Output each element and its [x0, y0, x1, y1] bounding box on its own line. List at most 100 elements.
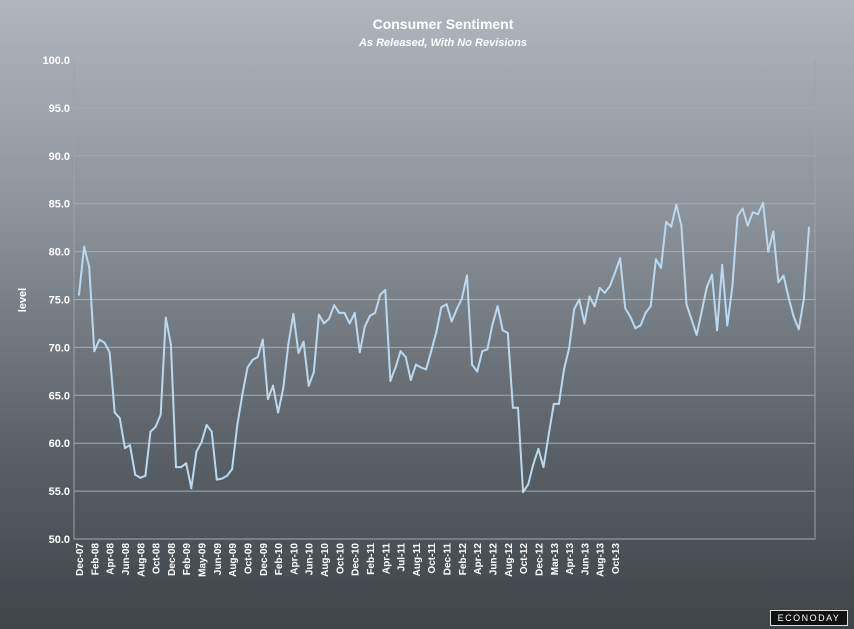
chart-title: Consumer Sentiment [373, 16, 514, 32]
data-point [578, 298, 581, 301]
data-point [542, 466, 545, 469]
data-point [573, 308, 576, 311]
data-point [302, 340, 305, 343]
data-point [711, 273, 713, 276]
data-point [506, 332, 509, 334]
data-point [164, 316, 167, 319]
data-point [563, 368, 565, 371]
data-point [670, 225, 673, 228]
data-point [782, 274, 785, 277]
data-point [323, 322, 325, 325]
data-point [144, 474, 147, 477]
data-point [328, 317, 331, 320]
x-tick-label: Feb-11 [366, 543, 377, 575]
y-axis: 50.0 55.0 60.0 65.0 70.0 75.0 80.0 85.0 90.0 95.0… [42, 55, 70, 546]
data-point [261, 338, 264, 341]
data-point [792, 315, 795, 318]
data-point [175, 466, 177, 469]
data-point [118, 417, 121, 420]
data-point [236, 424, 239, 426]
x-tick-label: Apr-08 [106, 543, 117, 575]
data-point [272, 384, 274, 387]
data-point [787, 296, 790, 299]
data-point [751, 211, 754, 214]
data-point [757, 213, 759, 216]
x-tick-label: Jun-13 [580, 543, 591, 576]
data-point [307, 384, 310, 387]
y-tick-label: 95.0 [49, 103, 70, 115]
x-tick-label: Feb-09 [182, 543, 193, 576]
x-tick-label: Jun-12 [488, 543, 499, 576]
data-point [598, 287, 601, 289]
data-point [108, 351, 111, 354]
data-point [139, 476, 142, 479]
data-point [169, 343, 172, 346]
x-tick-label: Jun-09 [213, 543, 224, 576]
y-tick-label: 60.0 [49, 438, 70, 450]
data-point [159, 413, 162, 416]
x-tick-label: Aug-11 [412, 543, 423, 577]
data-point [231, 468, 234, 471]
data-point [266, 398, 269, 401]
data-point [522, 491, 525, 494]
x-tick-label: Oct-10 [335, 543, 346, 575]
data-point [588, 295, 591, 298]
x-axis: Dec-07 Feb-08 Apr-08 Jun-08 Aug-08 Oct-08 Dec-… [75, 543, 622, 577]
chart-subtitle: As Released, With No Revisions [358, 37, 527, 49]
data-point [614, 271, 616, 274]
series-group [78, 201, 810, 494]
data-point [215, 478, 218, 481]
data-point [409, 379, 412, 381]
data-point [511, 406, 514, 409]
data-point [629, 315, 632, 318]
x-tick-label: Feb-08 [90, 543, 101, 576]
y-tick-label: 50.0 [49, 534, 70, 546]
x-tick-label: Aug-10 [320, 543, 331, 577]
data-point [292, 312, 295, 315]
data-point [333, 304, 336, 307]
x-tick-label: Apr-11 [381, 543, 392, 575]
series-line [78, 201, 810, 494]
data-point [113, 411, 116, 414]
data-point [338, 311, 341, 314]
data-point [241, 393, 244, 396]
data-point [190, 487, 193, 490]
y-tick-label: 55.0 [49, 486, 70, 498]
data-point [83, 245, 86, 248]
data-point [287, 343, 290, 346]
data-point [93, 350, 96, 353]
data-point [726, 324, 729, 327]
data-point [675, 203, 678, 206]
x-tick-label: Dec-11 [443, 543, 454, 576]
data-point [695, 333, 698, 336]
data-point [721, 264, 724, 266]
data-point [532, 463, 535, 466]
data-point [644, 311, 647, 314]
data-point [123, 447, 126, 449]
data-point [491, 323, 494, 326]
econoday-logo: ECONODAY [770, 610, 848, 626]
data-point [430, 350, 433, 353]
data-point [445, 303, 448, 306]
data-point [185, 462, 188, 465]
data-point [481, 350, 484, 353]
data-point [568, 347, 571, 350]
data-point [384, 288, 387, 291]
x-tick-label: Mar-13 [550, 543, 561, 576]
data-point [220, 477, 223, 480]
x-tick-label: Dec-08 [167, 543, 178, 576]
x-tick-label: Dec-12 [534, 543, 545, 576]
y-tick-label: 80.0 [49, 247, 70, 259]
data-point [358, 351, 361, 354]
data-point [772, 230, 775, 233]
data-point [746, 224, 749, 227]
x-tick-label: Feb-10 [274, 543, 285, 576]
data-point [705, 286, 708, 288]
data-point [654, 258, 657, 261]
data-point [537, 447, 540, 450]
data-point [603, 291, 606, 294]
data-point [690, 318, 693, 321]
x-tick-label: Apr-10 [289, 543, 300, 575]
data-point [680, 224, 683, 227]
data-point [246, 366, 249, 369]
